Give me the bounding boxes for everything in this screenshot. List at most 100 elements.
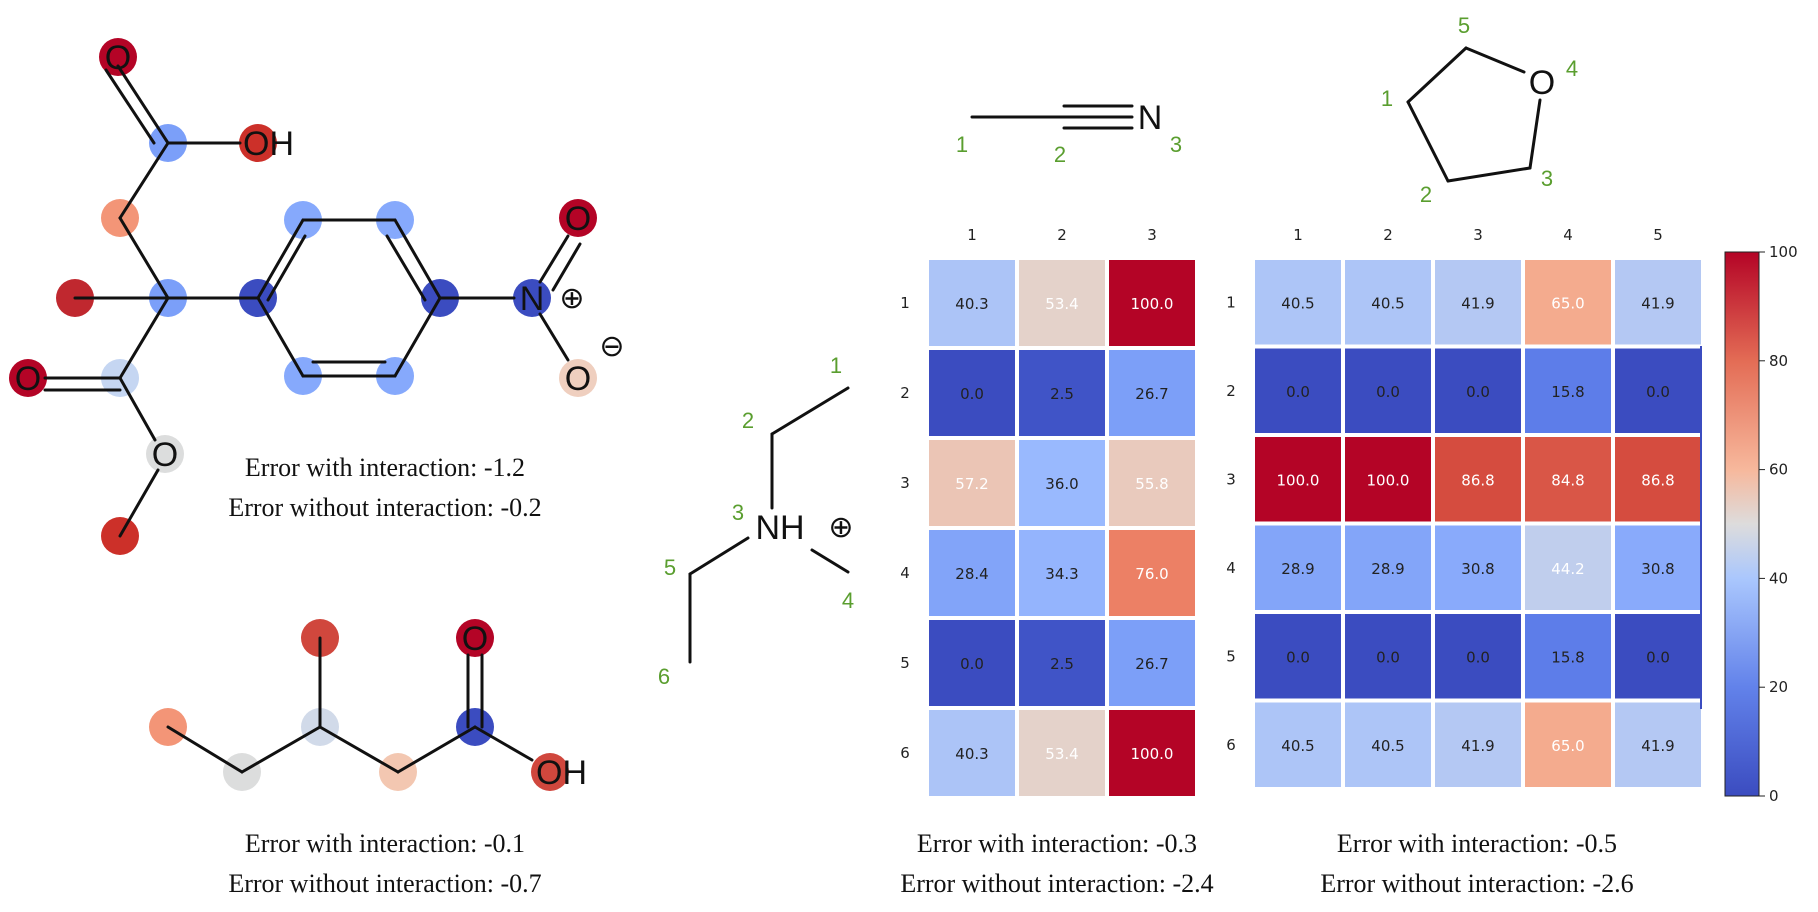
heatmap-value-label: 76.0 — [1135, 565, 1168, 583]
x-tick-label: 1 — [1293, 226, 1303, 244]
bond — [118, 468, 160, 538]
y-tick-label: 6 — [1226, 736, 1236, 754]
heatmap-value-label: 34.3 — [1045, 565, 1078, 583]
bond — [538, 312, 570, 362]
molecule-2-caption: Error with interaction: -0.1 Error witho… — [228, 829, 541, 898]
atom-highlight — [559, 199, 597, 237]
heatmap-cell — [1109, 440, 1195, 526]
molecule-2-bonds — [166, 636, 534, 774]
heatmap-cell — [1345, 525, 1431, 610]
heatmap-value-label: 53.4 — [1045, 745, 1078, 763]
error-without-interaction: Error without interaction: -2.6 — [1320, 869, 1633, 898]
atom-number: 6 — [658, 664, 670, 689]
heatmap-cell — [1435, 525, 1521, 610]
molecule-1: O OH O O N ⊕ O O ⊖ Error with interactio… — [9, 38, 625, 555]
heatmap-value-label: 40.5 — [1281, 294, 1314, 312]
atom-highlight — [531, 753, 569, 791]
atom-highlight — [456, 619, 494, 657]
atom-number: 5 — [664, 555, 676, 580]
heatmap-cell — [1435, 702, 1521, 787]
heatmap-value-label: 26.7 — [1135, 655, 1168, 673]
heatmap-value-label: 57.2 — [955, 475, 988, 493]
positive-charge-icon: ⊕ — [559, 281, 584, 316]
heatmap-cell — [1109, 350, 1195, 436]
bond — [688, 536, 750, 576]
atom-highlight — [146, 435, 184, 473]
heatmap-cell — [1109, 260, 1195, 346]
atom-number: 3 — [1170, 132, 1182, 157]
heatmap-value-label: 26.7 — [1135, 385, 1168, 403]
heatmap-value-label: 40.5 — [1371, 294, 1404, 312]
molecule-3-atom-numbers: 1 2 3 4 5 6 — [658, 353, 854, 689]
atom-number: 3 — [1541, 166, 1553, 191]
heatmap-value-label: 41.9 — [1461, 294, 1494, 312]
y-tick-label: 3 — [1226, 470, 1236, 488]
colorbar: 0 20 40 60 80 100 — [1724, 243, 1798, 805]
bond — [396, 725, 477, 774]
molecule-3: NH ⊕ 1 2 3 4 5 6 — [658, 353, 854, 689]
heatmap-cell — [1345, 614, 1431, 699]
heatmap-value-label: 100.0 — [1131, 745, 1174, 763]
heatmap-cell — [1345, 348, 1431, 433]
heatmap-cell — [929, 620, 1015, 706]
heatmap-cell — [1255, 525, 1341, 610]
heatmap-value-label: 28.9 — [1281, 560, 1314, 578]
error-with-interaction: Error with interaction: -0.3 — [917, 829, 1197, 858]
atom-number: 1 — [956, 132, 968, 157]
heatmap-value-label: 53.4 — [1045, 295, 1078, 313]
bond — [551, 242, 582, 292]
bond — [166, 725, 244, 774]
heatmap-value-label: 40.5 — [1281, 737, 1314, 755]
molecule-4: N 1 2 3 — [956, 99, 1182, 167]
y-tick-label: 5 — [900, 654, 910, 672]
error-without-interaction: Error without interaction: -0.2 — [228, 493, 541, 522]
bond — [318, 725, 400, 774]
bond — [266, 234, 307, 302]
bond — [118, 376, 157, 442]
heatmap-cell — [929, 530, 1015, 616]
atom-number: 2 — [1054, 142, 1066, 167]
negative-charge-icon: ⊖ — [599, 329, 624, 364]
bond — [118, 141, 170, 220]
molecule-2: O OH Error with interaction: -0.1 Error … — [149, 619, 587, 898]
heatmap-cell — [1019, 260, 1105, 346]
error-with-interaction: Error with interaction: -0.5 — [1337, 829, 1617, 858]
y-tick-label: 3 — [900, 474, 910, 492]
atom-highlight — [9, 359, 47, 397]
heatmap-cell — [1255, 260, 1341, 345]
heatmap-value-label: 15.8 — [1551, 383, 1584, 401]
atom-number: 4 — [1566, 56, 1578, 81]
heatmap-cell — [1019, 440, 1105, 526]
atom-label: O — [105, 39, 131, 77]
x-tick-label: 5 — [1653, 226, 1663, 244]
heatmap-cell — [1525, 437, 1611, 522]
y-tick-label: 4 — [1226, 559, 1236, 577]
heatmap-value-label: 0.0 — [960, 655, 984, 673]
heatmap-value-label: 0.0 — [1646, 383, 1670, 401]
heatmap-value-label: 40.3 — [955, 295, 988, 313]
atom-highlight — [99, 38, 137, 76]
atom-number: 5 — [1458, 13, 1470, 38]
atom-highlight — [513, 279, 551, 317]
bond — [1446, 166, 1532, 183]
heatmap-cell — [1615, 260, 1701, 345]
heatmap-value-label: 0.0 — [1286, 648, 1310, 666]
colorbar-tick-label: 40 — [1769, 569, 1788, 587]
y-tick-label: 4 — [900, 564, 910, 582]
atom-label: O — [1529, 64, 1555, 102]
y-tick-label: 1 — [1226, 293, 1236, 311]
heatmap-cell — [1525, 525, 1611, 610]
bond — [104, 68, 156, 145]
error-without-interaction: Error without interaction: -0.7 — [228, 869, 541, 898]
heatmap-cell — [1345, 260, 1431, 345]
heatmap-cell — [1019, 350, 1105, 436]
bond — [810, 548, 850, 574]
heatmap-cell — [1525, 702, 1611, 787]
heatmap-value-label: 84.8 — [1551, 471, 1584, 489]
heatmap-cell — [1255, 702, 1341, 787]
heatmap-cell — [1109, 530, 1195, 616]
heatmap-acetonitrile: 40.3 53.4 100.0 0.0 2.5 26.7 57.2 36.0 55.8 28.4 3… — [900, 226, 1195, 796]
atom-label: O — [565, 360, 591, 398]
heatmap-value-label: 30.8 — [1641, 560, 1674, 578]
